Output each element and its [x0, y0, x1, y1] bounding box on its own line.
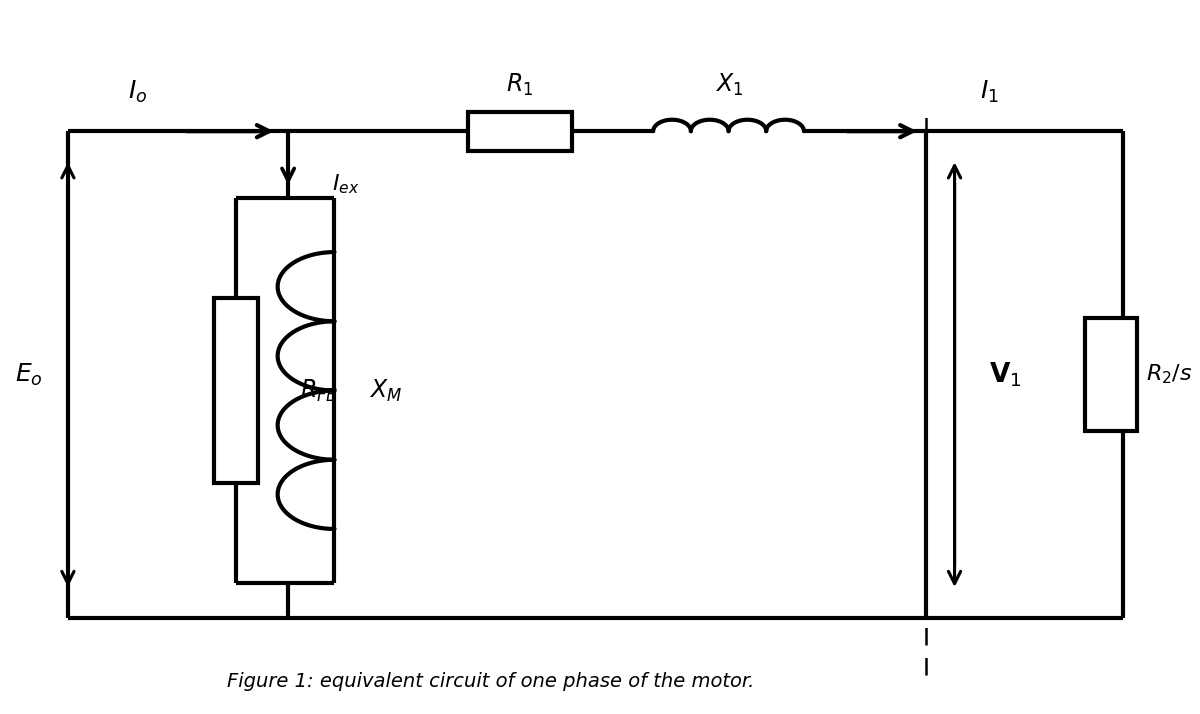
Text: $I_{ex}$: $I_{ex}$ — [332, 172, 360, 196]
Text: $R_1$: $R_1$ — [506, 72, 534, 99]
Text: $I_o$: $I_o$ — [128, 79, 148, 106]
Text: $X_M$: $X_M$ — [370, 378, 402, 403]
Text: $\mathbf{V}_1$: $\mathbf{V}_1$ — [989, 361, 1022, 389]
Text: $I_1$: $I_1$ — [980, 79, 998, 106]
Text: $X_1$: $X_1$ — [714, 72, 743, 99]
Text: Figure 1: equivalent circuit of one phase of the motor.: Figure 1: equivalent circuit of one phas… — [227, 672, 755, 691]
Bar — [1085, 318, 1138, 431]
Text: $E_o$: $E_o$ — [14, 361, 42, 388]
Bar — [468, 112, 572, 151]
Text: $R_{FE}$: $R_{FE}$ — [300, 378, 338, 403]
Text: $R_2/s$: $R_2/s$ — [1146, 363, 1193, 386]
Bar — [214, 298, 258, 483]
